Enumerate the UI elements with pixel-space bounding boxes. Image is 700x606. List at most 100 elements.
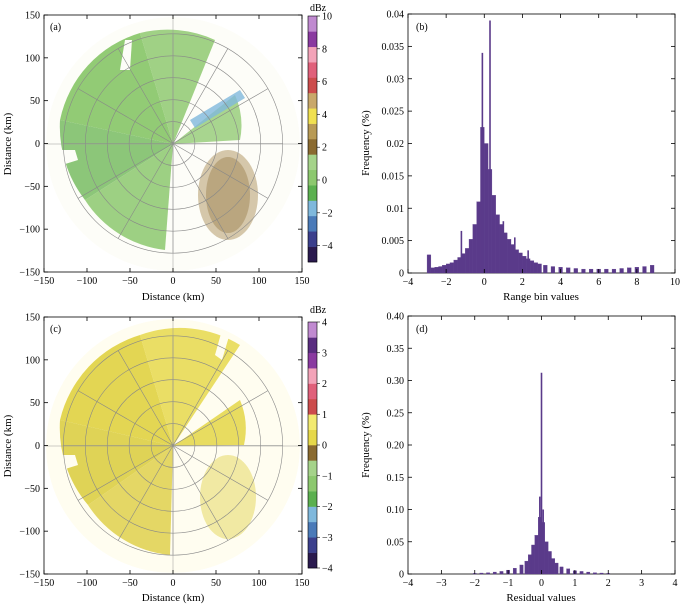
- colorbar-segment: [308, 200, 317, 217]
- panel-c-axes: −150 −100 −50 0 50 100 150 150 100 50 0 −50 −100 −150: [19, 313, 309, 590]
- panel-b-xlabel: Range bin values: [503, 291, 579, 303]
- y-tick-label: 0.025: [382, 107, 405, 118]
- histogram-bar: [512, 568, 517, 575]
- radial-spoke: [117, 350, 174, 446]
- colorbar-segment: [308, 414, 317, 430]
- histogram-bar: [492, 571, 497, 575]
- x-tick-label: 0: [539, 578, 544, 589]
- colorbar-segment: [308, 506, 317, 523]
- histogram-bar: [579, 571, 584, 575]
- histogram-bar: [593, 572, 597, 575]
- histogram-bar: [642, 266, 647, 274]
- colorbar-tick-label: 3: [322, 348, 327, 359]
- histogram-bar: [434, 267, 439, 274]
- histogram-bar: [581, 268, 586, 274]
- colorbar-tick-label: 4: [322, 110, 327, 121]
- histogram-bar: [476, 201, 481, 274]
- histogram-bar: [479, 572, 484, 575]
- histogram-bar: [599, 572, 604, 575]
- histogram-bar: [522, 256, 527, 274]
- colorbar-segment: [308, 383, 317, 400]
- x-tick-label: −2: [441, 277, 452, 288]
- radial-spoke: [77, 390, 174, 446]
- y-tick-label: −150: [19, 268, 40, 279]
- histogram-bar: [468, 239, 473, 274]
- histogram-bar: [559, 566, 564, 575]
- colorbar-segment: [308, 552, 317, 569]
- radial-spoke: [117, 143, 174, 239]
- y-tick-label: 0: [35, 441, 40, 452]
- colorbar-segment: [308, 337, 317, 354]
- y-tick-label: 0.25: [387, 408, 405, 419]
- colorbar-segment: [308, 491, 317, 507]
- radial-spoke: [172, 143, 229, 239]
- x-tick-label: −4: [403, 277, 414, 288]
- colorbar-tick-label: −3: [322, 533, 333, 544]
- colorbar-segment: [308, 352, 317, 369]
- x-tick-label: −1: [503, 578, 514, 589]
- y-tick-label: 0.30: [387, 376, 405, 387]
- colorbar-segment: [308, 108, 317, 124]
- colorbar-tick-label: −4: [322, 564, 333, 575]
- x-tick-label: 4: [558, 277, 563, 288]
- colorbar-segment: [308, 246, 317, 263]
- x-tick-label: −50: [122, 276, 138, 287]
- y-tick-label: 0: [399, 269, 404, 280]
- histogram-bar: [442, 265, 447, 274]
- colorbar-segment: [308, 92, 317, 109]
- panel-c-label: (c): [50, 324, 61, 335]
- panel-c-xlabel: Distance (km): [142, 592, 205, 604]
- panel-b-bars: [426, 20, 655, 274]
- histogram-bar: [533, 262, 538, 274]
- radial-spoke: [172, 143, 269, 199]
- colorbar-segment: [308, 16, 317, 32]
- colorbar-segment: [308, 322, 317, 338]
- x-tick-label: −100: [77, 578, 98, 589]
- y-tick-label: 0.05: [387, 537, 405, 548]
- colorbar-segment: [308, 154, 317, 171]
- colorbar-segment: [308, 429, 317, 446]
- panel-d-label: (d): [416, 324, 428, 335]
- y-tick-label: 0.10: [387, 505, 405, 516]
- histogram-bar: [484, 143, 489, 274]
- x-tick-label: 0: [482, 277, 487, 288]
- histogram-bar: [472, 224, 477, 274]
- x-tick-label: −100: [77, 276, 98, 287]
- histogram-bar: [566, 267, 571, 274]
- y-tick-label: 0.035: [382, 42, 405, 53]
- histogram-bar: [449, 262, 454, 274]
- y-tick-label: 0.40: [387, 312, 405, 323]
- y-tick-label: 0.15: [387, 473, 405, 484]
- colorbar-segment: [308, 398, 317, 415]
- x-tick-label: 150: [295, 276, 310, 287]
- x-tick-label: 1: [572, 578, 577, 589]
- x-tick-label: 4: [673, 578, 678, 589]
- panel-c-colorbar-unit: dBz: [310, 305, 327, 316]
- radial-spoke: [172, 445, 229, 541]
- y-tick-label: 50: [30, 398, 40, 409]
- colorbar-segment: [308, 215, 317, 232]
- x-tick-label: 0: [171, 578, 176, 589]
- radial-spoke: [172, 88, 269, 144]
- colorbar-segment: [308, 31, 317, 48]
- colorbar-segment: [308, 231, 317, 247]
- panel-b-histogram: −4 −2 0 2 4 6 8 10 0 0.005 0.01 0.015 0.02 0.025 0.03 0…: [360, 10, 680, 304]
- panel-a-label: (a): [50, 22, 61, 33]
- panel-d-xlabel: Residual values: [506, 592, 575, 604]
- y-tick-label: 0.015: [382, 171, 405, 182]
- panel-d-histogram: −4 −3 −2 −1 0 1 2 3 4 0 0.05 0.10 0.15 0.20 0.25 0.30 0.…: [360, 312, 678, 605]
- colorbar-tick-label: 6: [322, 77, 327, 88]
- y-tick-label: 0.04: [387, 10, 405, 21]
- y-tick-label: 0.01: [387, 204, 405, 215]
- x-tick-label: 6: [596, 277, 601, 288]
- x-tick-label: 100: [252, 276, 267, 287]
- colorbar-tick-label: 10: [322, 12, 332, 23]
- colorbar-tick-label: 0: [322, 176, 327, 187]
- y-tick-label: 0.02: [387, 139, 405, 150]
- colorbar-segment: [308, 368, 317, 384]
- x-tick-label: 2: [606, 578, 611, 589]
- y-tick-label: −150: [19, 570, 40, 581]
- colorbar-segment: [308, 123, 317, 140]
- colorbar-segment: [308, 475, 317, 492]
